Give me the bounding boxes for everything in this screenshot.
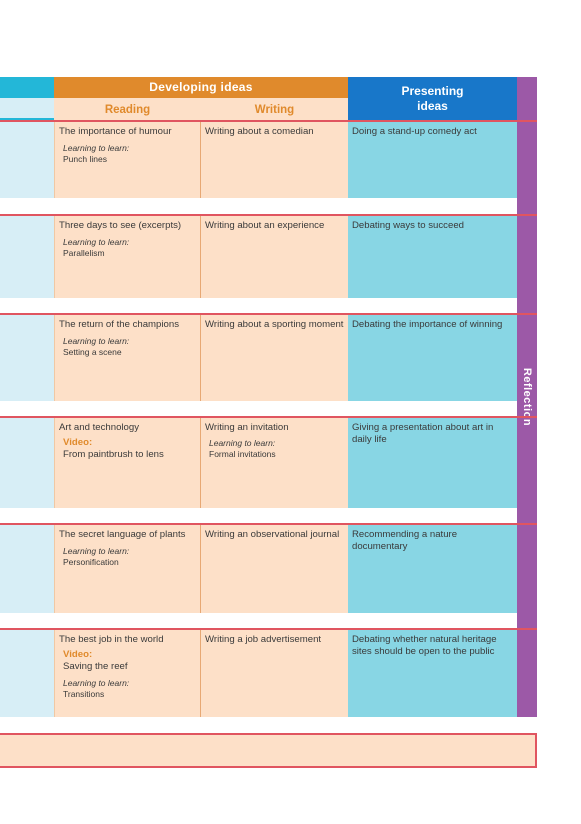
row-2-reading-cell: Three days to see (excerpts) Learning to… bbox=[54, 216, 201, 298]
row-6-presenting-cell: Debating whether natural heritage sites … bbox=[348, 630, 517, 717]
row-divider bbox=[0, 523, 537, 525]
row-6-reading-cell: The best job in the world Video: Saving … bbox=[54, 630, 201, 717]
footer-row bbox=[0, 733, 537, 768]
row-4-unit-cell bbox=[0, 418, 54, 508]
row-5-writing-cell: Writing an observational journal bbox=[201, 525, 348, 613]
row-5-reading-cell: The secret language of plants Learning t… bbox=[54, 525, 201, 613]
row-divider bbox=[0, 628, 537, 630]
row-2-writing-cell: Writing about an experience bbox=[201, 216, 348, 298]
previous-column-subheader bbox=[0, 98, 54, 120]
row-4-presenting-cell: Giving a presentation about art in daily… bbox=[348, 418, 517, 508]
row-divider bbox=[0, 313, 537, 315]
row-5-unit-cell bbox=[0, 525, 54, 613]
developing-ideas-header: Developing ideas bbox=[54, 77, 348, 98]
row-2-presenting-cell: Debating ways to succeed bbox=[348, 216, 517, 298]
row-divider bbox=[0, 120, 537, 122]
row-3-unit-cell bbox=[0, 315, 54, 401]
row-3-presenting-cell: Debating the importance of winning bbox=[348, 315, 517, 401]
row-1-unit-cell bbox=[0, 122, 54, 198]
row-6-unit-cell bbox=[0, 630, 54, 717]
reading-header: Reading bbox=[54, 98, 201, 120]
row-4-reading-cell: Art and technology Video: From paintbrus… bbox=[54, 418, 201, 508]
row-3-writing-cell: Writing about a sporting moment bbox=[201, 315, 348, 401]
row-2-unit-cell bbox=[0, 216, 54, 298]
row-4-writing-cell: Writing an invitation Learning to learn:… bbox=[201, 418, 348, 508]
reflection-column: Reflection bbox=[517, 77, 537, 717]
row-divider bbox=[0, 214, 537, 216]
row-3-reading-cell: The return of the champions Learning to … bbox=[54, 315, 201, 401]
row-1-presenting-cell: Doing a stand-up comedy act bbox=[348, 122, 517, 198]
presenting-ideas-header: Presenting ideas bbox=[348, 77, 517, 120]
row-5-presenting-cell: Recommending a nature documentary bbox=[348, 525, 517, 613]
row-divider bbox=[0, 416, 537, 418]
row-1-reading-cell: The importance of humour Learning to lea… bbox=[54, 122, 201, 198]
row-6-writing-cell: Writing a job advertisement bbox=[201, 630, 348, 717]
writing-header: Writing bbox=[201, 98, 348, 120]
row-1-writing-cell: Writing about a comedian bbox=[201, 122, 348, 198]
previous-column-header bbox=[0, 77, 54, 98]
